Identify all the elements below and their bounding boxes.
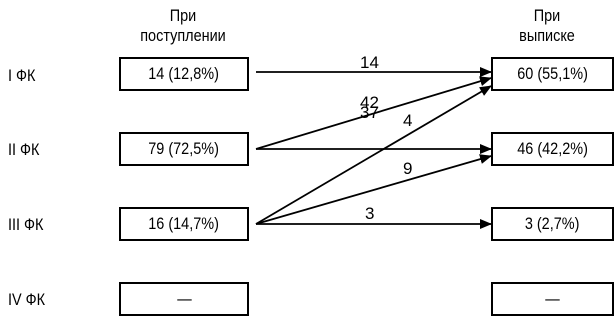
discharge-value-class-3: 3 (2,7%) — [525, 214, 580, 233]
admission-box-class-1: 14 (12,8%) — [119, 57, 249, 91]
count-class3-to-class1: 4 — [403, 111, 412, 130]
admission-box-class-3: 16 (14,7%) — [119, 207, 249, 241]
arrow-class3-to-class2 — [255, 154, 492, 225]
admission-header-line-2: поступлении — [140, 26, 226, 45]
admission-value-class-4: — — [176, 289, 192, 308]
discharge-box-class-2: 46 (42,2%) — [491, 132, 614, 166]
row-label-class-1: I ФК — [8, 66, 36, 85]
arrow-class3-to-class1 — [255, 85, 492, 225]
row-label-class-3: III ФК — [8, 215, 44, 234]
admission-box-class-2: 79 (72,5%) — [119, 132, 249, 166]
discharge-value-class-2: 46 (42,2%) — [517, 139, 588, 158]
admission-box-class-4: — — [119, 282, 249, 316]
admission-value-class-1: 14 (12,8%) — [148, 64, 220, 83]
discharge-box-class-1: 60 (55,1%) — [491, 57, 614, 91]
count-class1-to-class1: 14 — [360, 53, 379, 72]
discharge-header-line-2: выписке — [519, 26, 575, 45]
row-label-class-4: IV ФК — [8, 290, 46, 309]
discharge-box-class-4: — — [491, 282, 614, 316]
count-class3-to-class3: 3 — [365, 204, 374, 223]
count-class3-to-class2: 9 — [403, 159, 412, 178]
row-label-class-2: II ФК — [8, 140, 40, 159]
count-class2-to-class2: 37 — [360, 103, 379, 122]
discharge-header: При выписке — [488, 6, 605, 46]
admission-value-class-3: 16 (14,7%) — [148, 214, 220, 233]
discharge-header-line-1: При — [533, 6, 561, 25]
admission-header-line-1: При — [169, 6, 197, 25]
admission-header: При поступлении — [119, 6, 247, 46]
discharge-box-class-3: 3 (2,7%) — [491, 207, 614, 241]
discharge-value-class-4: — — [545, 289, 560, 308]
admission-value-class-2: 79 (72,5%) — [148, 139, 220, 158]
count-class2-to-class1: 42 — [360, 93, 379, 112]
discharge-value-class-1: 60 (55,1%) — [517, 64, 588, 83]
arrow-class2-to-class1 — [255, 76, 492, 150]
